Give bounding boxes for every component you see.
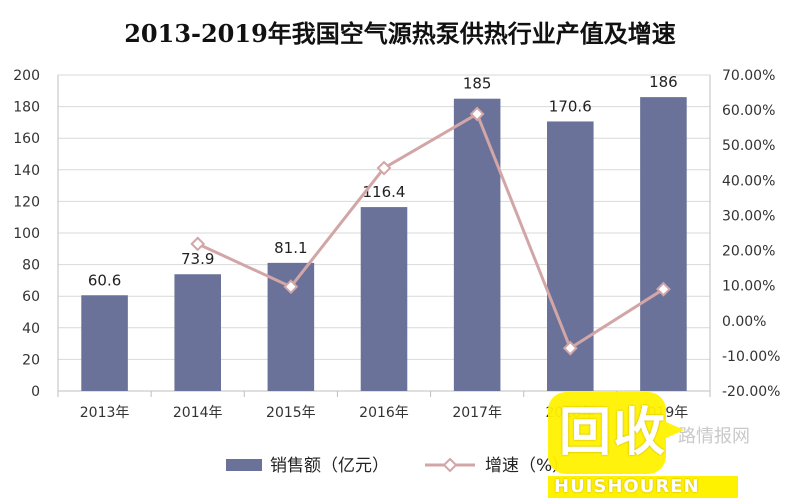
legend-label-bar: 销售额（亿元） [270, 456, 389, 476]
watermark-logo-subtext: HUISHOUREN [548, 476, 738, 498]
bar [453, 98, 501, 391]
y-right-tick-label: 50.00% [722, 138, 775, 154]
legend-swatch-marker [442, 457, 458, 473]
y-left-tick-label: 40 [22, 321, 40, 337]
x-tick-label: 2016年 [359, 405, 409, 421]
bar [360, 207, 408, 391]
legend-swatch-bar [226, 459, 262, 471]
growth-point [283, 279, 299, 295]
y-left-tick-label: 60 [22, 289, 40, 305]
y-right-tick-label: 0.00% [722, 314, 766, 330]
x-tick-label: 2014年 [173, 405, 223, 421]
bar-data-label: 73.9 [181, 250, 214, 268]
bar-data-label: 81.1 [274, 239, 307, 257]
growth-point [469, 106, 485, 122]
y-right-tick-label: 20.00% [722, 244, 775, 260]
bar-data-label: 186 [649, 73, 678, 91]
watermark-faint-text: 路情报网 [678, 426, 750, 447]
y-left-tick-label: 20 [22, 352, 40, 368]
y-right-tick-label: -10.00% [722, 349, 780, 365]
y-right-tick-label: 70.00% [722, 68, 775, 84]
y-left-tick-label: 140 [13, 163, 40, 179]
y-left-tick-label: 180 [13, 100, 40, 116]
bar [174, 274, 221, 391]
x-tick-label: 2017年 [452, 405, 502, 421]
bar [81, 295, 128, 391]
y-left-tick-label: 100 [13, 226, 40, 242]
growth-point [656, 281, 671, 297]
chart-title: 2013-2019年我国空气源热泵供热行业产值及增速 [124, 19, 676, 48]
y-right-tick-label: -20.00% [722, 384, 780, 400]
y-left-tick-label: 200 [13, 68, 40, 84]
bar-data-label: 185 [463, 75, 492, 93]
growth-point [376, 160, 392, 176]
growth-line [197, 111, 665, 351]
growth-point [562, 340, 578, 356]
y-left-tick-label: 0 [31, 384, 40, 400]
x-tick-label: 2013年 [80, 405, 130, 421]
y-right-tick-label: 60.00% [722, 103, 775, 119]
bar [640, 97, 687, 392]
growth-point [190, 236, 206, 252]
bar-data-label: 170.6 [549, 97, 592, 115]
watermark-logo-text: 回收 [558, 403, 667, 463]
y-left-tick-label: 120 [13, 194, 40, 210]
x-tick-label: 2015年 [266, 405, 316, 421]
watermark-logo [548, 392, 684, 474]
bar-data-label: 116.4 [363, 183, 406, 201]
bar-data-label: 60.6 [88, 271, 121, 289]
y-right-tick-label: 40.00% [722, 173, 775, 189]
y-left-tick-label: 80 [22, 258, 40, 274]
y-left-tick-label: 160 [13, 131, 40, 147]
y-right-tick-label: 10.00% [722, 279, 775, 295]
y-right-tick-label: 30.00% [722, 208, 775, 224]
